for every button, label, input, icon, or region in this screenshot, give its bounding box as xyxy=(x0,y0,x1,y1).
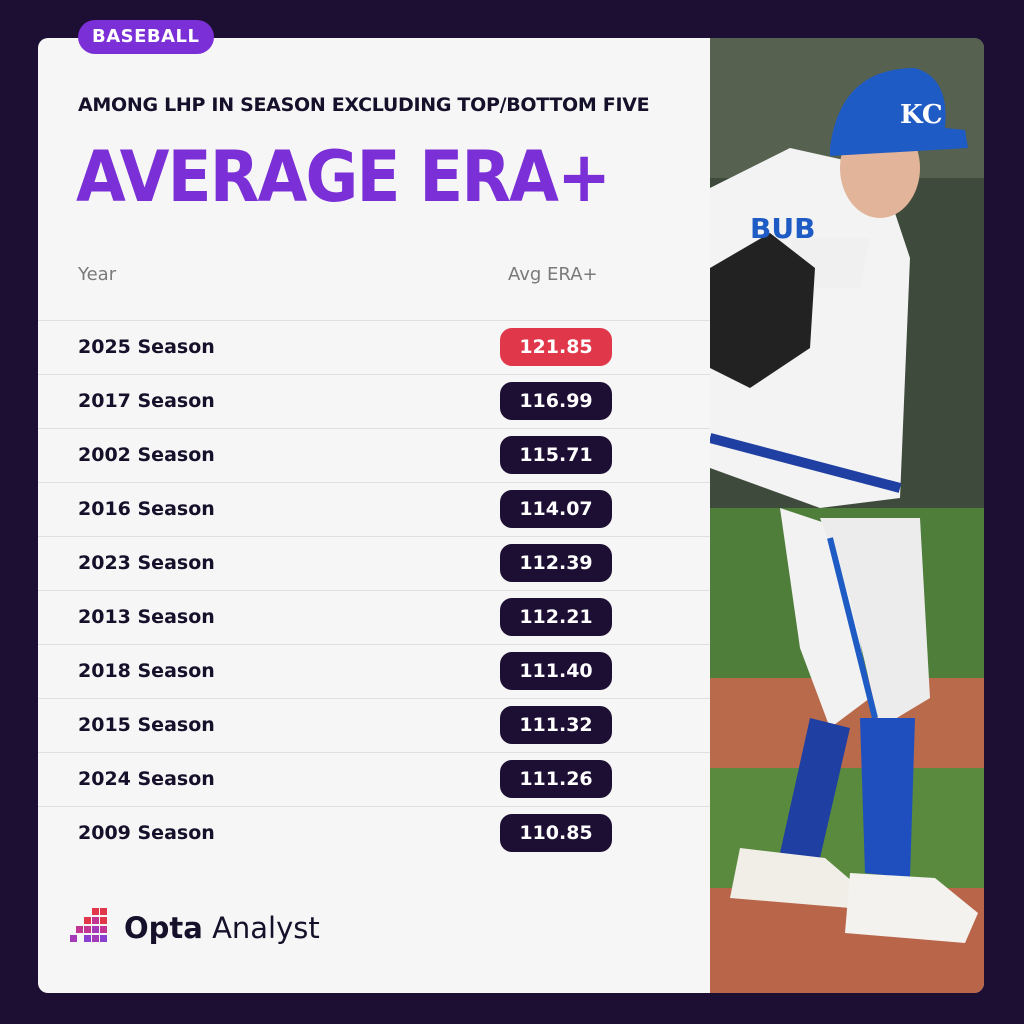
cap-logo: KC xyxy=(900,100,943,130)
table-body: 2025 Season 121.85 2017 Season 116.99 2002 S… xyxy=(38,320,710,860)
opta-logo: Opta Analyst xyxy=(70,906,320,950)
value-pill: 114.07 xyxy=(500,490,612,528)
value-pill: 112.39 xyxy=(500,544,612,582)
row-label: 2023 Season xyxy=(78,552,215,574)
table-row: 2013 Season 112.21 xyxy=(38,590,710,644)
table-row: 2023 Season 112.39 xyxy=(38,536,710,590)
value-pill: 111.26 xyxy=(500,760,612,798)
table-row: 2025 Season 121.85 xyxy=(38,320,710,374)
value-pill: 115.71 xyxy=(500,436,612,474)
value-pill: 111.32 xyxy=(500,706,612,744)
value-pill: 111.40 xyxy=(500,652,612,690)
row-label: 2013 Season xyxy=(78,606,215,628)
row-label: 2018 Season xyxy=(78,660,215,682)
row-label: 2017 Season xyxy=(78,390,215,412)
row-label: 2016 Season xyxy=(78,498,215,520)
table-row: 2018 Season 111.40 xyxy=(38,644,710,698)
logo-brand: Opta xyxy=(124,911,203,945)
row-label: 2025 Season xyxy=(78,336,215,358)
pitcher-illustration: KC BUB xyxy=(710,38,984,993)
table-row: 2002 Season 115.71 xyxy=(38,428,710,482)
subtitle: AMONG LHP IN SEASON EXCLUDING TOP/BOTTOM… xyxy=(78,94,650,116)
table-row: 2017 Season 116.99 xyxy=(38,374,710,428)
logo-product: Analyst xyxy=(212,911,320,945)
table-row: 2016 Season 114.07 xyxy=(38,482,710,536)
badge: BASEBALL xyxy=(78,20,214,54)
value-pill-highlight: 121.85 xyxy=(500,328,612,366)
player-photo: KC BUB xyxy=(710,38,984,993)
value-pill: 110.85 xyxy=(500,814,612,852)
value-pill: 112.21 xyxy=(500,598,612,636)
row-label: 2015 Season xyxy=(78,714,215,736)
column-header-value: Avg ERA+ xyxy=(508,264,598,285)
table-row: 2015 Season 111.32 xyxy=(38,698,710,752)
row-label: 2024 Season xyxy=(78,768,215,790)
table-row: 2024 Season 111.26 xyxy=(38,752,710,806)
infographic-card: AMONG LHP IN SEASON EXCLUDING TOP/BOTTOM… xyxy=(38,38,984,993)
column-header-year: Year xyxy=(78,264,117,285)
table-row: 2009 Season 110.85 xyxy=(38,806,710,860)
opta-logo-icon xyxy=(70,908,107,942)
jersey-name: BUB xyxy=(750,212,815,245)
row-label: 2009 Season xyxy=(78,822,215,844)
title: AVERAGE ERA+ xyxy=(76,136,611,218)
value-pill: 116.99 xyxy=(500,382,612,420)
row-label: 2002 Season xyxy=(78,444,215,466)
